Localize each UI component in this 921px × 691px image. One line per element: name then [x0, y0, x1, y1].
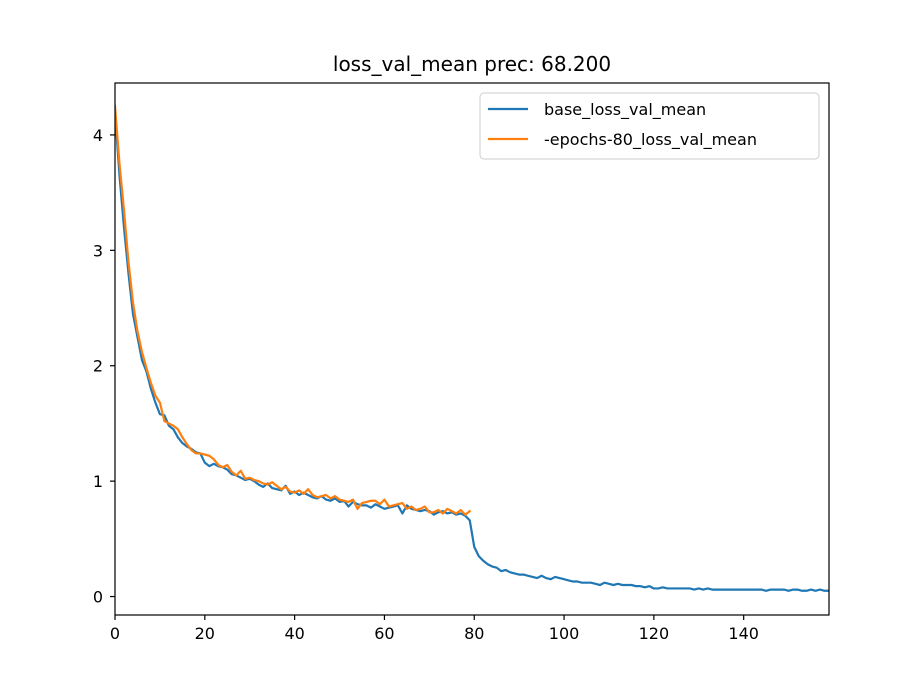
legend-box [479, 92, 820, 160]
y-tick-label: 4 [93, 126, 103, 145]
x-tick-label: 120 [639, 624, 670, 643]
legend: base_loss_val_mean -epochs-80_loss_val_me… [479, 92, 820, 160]
chart-title: loss_val_mean prec: 68.200 [333, 52, 611, 76]
x-tick-label: 0 [110, 624, 120, 643]
y-tick-label: 1 [93, 472, 103, 491]
axes-frame [114, 82, 830, 616]
x-tick-label: 20 [195, 624, 215, 643]
legend-label: -epochs-80_loss_val_mean [544, 130, 757, 150]
y-tick-label: 0 [93, 588, 103, 607]
x-tick-label: 40 [284, 624, 304, 643]
y-tick-label: 3 [93, 241, 103, 260]
y-tick-label: 2 [93, 357, 103, 376]
x-tick-label: 100 [549, 624, 580, 643]
legend-label: base_loss_val_mean [544, 100, 706, 120]
series-line-epochs-80 [115, 104, 472, 516]
x-tick-label: 60 [374, 624, 394, 643]
x-tick-label: 140 [728, 624, 759, 643]
plot-area: 0 20 40 60 80 100 120 140 0 1 2 3 4 [93, 82, 830, 643]
x-tick-label: 80 [464, 624, 484, 643]
